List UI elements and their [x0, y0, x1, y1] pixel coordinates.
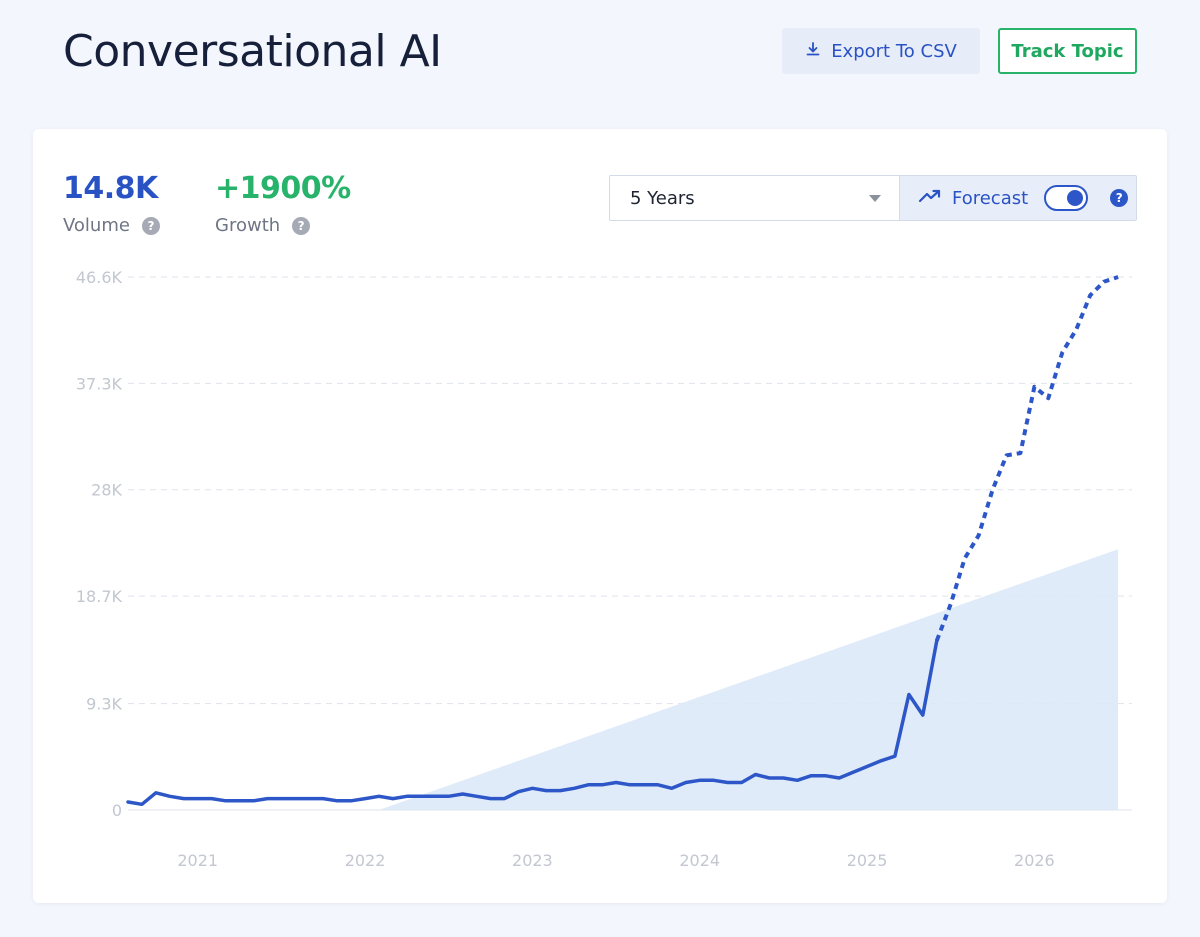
- growth-help-icon[interactable]: ?: [292, 216, 311, 235]
- export-csv-label: Export To CSV: [831, 40, 957, 62]
- trend-area: [379, 549, 1119, 810]
- forecast-label: Forecast: [952, 187, 1029, 209]
- forecast-toggle[interactable]: [1044, 185, 1089, 211]
- toggle-knob: [1067, 190, 1084, 206]
- growth-value: +1900%: [215, 171, 351, 206]
- growth-metric: +1900% Growth ?: [215, 169, 351, 236]
- chart-controls: 5 Years Forecast ?: [609, 175, 1137, 221]
- growth-label: Growth: [215, 215, 281, 236]
- x-tick-label: 2026: [1014, 851, 1055, 870]
- y-tick-label: 18.7K: [76, 587, 123, 606]
- y-axis: 0 9.3K 18.7K 28K 37.3K 46.6K: [76, 268, 123, 820]
- time-range-value: 5 Years: [630, 187, 695, 209]
- y-tick-label: 0: [112, 801, 122, 820]
- series-layer: [126, 275, 1119, 807]
- volume-line: [126, 638, 939, 807]
- export-csv-button[interactable]: Export To CSV: [782, 28, 980, 74]
- x-tick-label: 2022: [345, 851, 386, 870]
- volume-value: 14.8K: [63, 171, 158, 206]
- x-tick-label: 2025: [847, 851, 888, 870]
- forecast-control: Forecast ?: [900, 176, 1136, 220]
- trending-up-icon: [918, 188, 942, 208]
- x-axis: 2021 2022 2023 2024 2025 2026: [177, 851, 1054, 870]
- volume-help-icon[interactable]: ?: [141, 216, 160, 235]
- y-tick-label: 46.6K: [76, 268, 123, 287]
- download-icon: [805, 41, 821, 62]
- volume-metric: 14.8K Volume ?: [63, 169, 160, 236]
- time-range-select[interactable]: 5 Years: [610, 176, 900, 220]
- forecast-help-icon[interactable]: ?: [1110, 189, 1129, 207]
- chevron-down-icon: [869, 194, 881, 202]
- volume-label: Volume: [63, 215, 130, 236]
- x-tick-label: 2023: [512, 851, 553, 870]
- x-tick-label: 2021: [177, 851, 218, 870]
- y-tick-label: 9.3K: [86, 695, 122, 714]
- trend-area-layer: [379, 549, 1119, 810]
- x-tick-label: 2024: [679, 851, 720, 870]
- track-topic-button[interactable]: Track Topic: [998, 28, 1137, 74]
- page-title: Conversational AI: [63, 26, 442, 77]
- forecast-line: [934, 275, 1119, 642]
- y-tick-label: 28K: [91, 481, 122, 500]
- y-tick-label: 37.3K: [76, 374, 123, 393]
